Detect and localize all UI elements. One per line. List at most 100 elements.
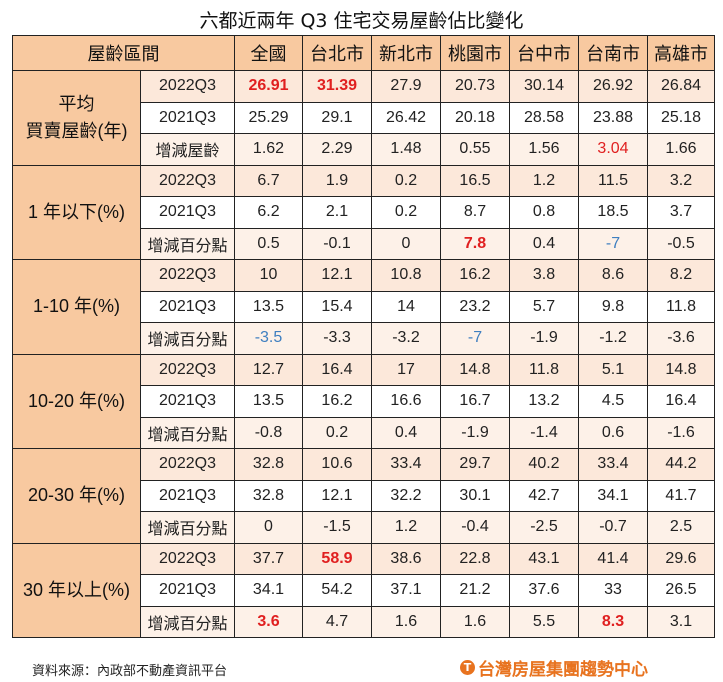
- value-cell: 10: [234, 259, 303, 292]
- value-cell: -0.8: [234, 416, 303, 449]
- group-label: 平均 買賣屋齡(年): [12, 70, 141, 166]
- value-cell: 23.88: [578, 101, 648, 134]
- row-label: 2022Q3: [140, 542, 235, 575]
- group-label: 20-30 年(%): [12, 448, 141, 544]
- value-cell: 16.2: [440, 259, 510, 292]
- header-column: 全國: [234, 35, 303, 71]
- value-cell: 37.1: [371, 574, 441, 607]
- value-cell: -1.4: [509, 416, 579, 449]
- row-label: 2022Q3: [140, 164, 235, 197]
- value-cell: 42.7: [509, 479, 579, 512]
- value-cell: 2.29: [302, 133, 372, 166]
- value-cell: 3.04: [578, 133, 648, 166]
- value-cell: 11.8: [509, 353, 579, 386]
- value-cell: 14.8: [647, 353, 715, 386]
- value-cell: 13.5: [234, 290, 303, 323]
- header-column: 台北市: [302, 35, 372, 71]
- value-cell: 12.1: [302, 479, 372, 512]
- value-cell: 1.48: [371, 133, 441, 166]
- table-row: 20-30 年(%) 2022Q3 32.8 10.6 33.4 29.7 40.2 33.4…: [12, 448, 715, 544]
- row-label: 2021Q3: [140, 385, 235, 418]
- value-cell: 20.18: [440, 101, 510, 134]
- value-cell: 12.1: [302, 259, 372, 292]
- table-row: 1 年以下(%) 2022Q3 6.7 1.9 0.2 16.5 1.2 11.5 3.2: [12, 164, 715, 260]
- value-cell: 1.2: [371, 511, 441, 544]
- value-cell: 10.6: [302, 448, 372, 481]
- table-row: 增減百分點 3.6 4.7 1.6 1.6 5.5 8.3 3.1: [13, 605, 715, 638]
- value-cell: 8.7: [440, 196, 510, 229]
- value-cell: 34.1: [234, 574, 303, 607]
- table-row: 10-20 年(%) 2022Q3 12.7 16.4 17 14.8 11.8 5.1 14.…: [12, 353, 715, 449]
- value-cell: -3.5: [234, 322, 303, 355]
- table-row: 30 年以上(%) 2022Q3 37.7 58.9 38.6 22.8 43.1 41.4 2…: [12, 542, 715, 638]
- value-cell: 1.6: [440, 605, 510, 638]
- value-cell: 21.2: [440, 574, 510, 607]
- row-label: 增減百分點: [140, 227, 235, 260]
- group-label: 30 年以上(%): [12, 542, 141, 638]
- value-cell: 11.8: [647, 290, 715, 323]
- row-label: 增減百分點: [140, 416, 235, 449]
- value-cell: 0: [371, 227, 441, 260]
- value-cell: 9.8: [578, 290, 648, 323]
- row-label: 增減百分點: [140, 322, 235, 355]
- value-cell: -0.5: [647, 227, 715, 260]
- value-cell: 26.84: [647, 70, 715, 103]
- value-cell: 1.6: [371, 605, 441, 638]
- value-cell: 0.55: [440, 133, 510, 166]
- group-label: 10-20 年(%): [12, 353, 141, 449]
- value-cell: 8.6: [578, 259, 648, 292]
- value-cell: 26.5: [647, 574, 715, 607]
- table-row: 2021Q3 6.2 2.1 0.2 8.7 0.8 18.5 3.7: [13, 196, 715, 229]
- value-cell: 5.1: [578, 353, 648, 386]
- value-cell: 16.4: [302, 353, 372, 386]
- value-cell: 33: [578, 574, 648, 607]
- value-cell: -0.1: [302, 227, 372, 260]
- value-cell: 33.4: [578, 448, 648, 481]
- value-cell: 1.9: [302, 164, 372, 197]
- row-label: 2022Q3: [140, 259, 235, 292]
- value-cell: 26.92: [578, 70, 648, 103]
- value-cell: 16.5: [440, 164, 510, 197]
- value-cell: 43.1: [509, 542, 579, 575]
- value-cell: 0.2: [371, 164, 441, 197]
- value-cell: 8.3: [578, 605, 648, 638]
- table-row: 增減百分點 -3.5 -3.3 -3.2 -7 -1.9 -1.2 -3.6: [13, 322, 715, 355]
- value-cell: 40.2: [509, 448, 579, 481]
- value-cell: 44.2: [647, 448, 715, 481]
- logo-icon: T: [460, 660, 475, 675]
- value-cell: 25.29: [234, 101, 303, 134]
- value-cell: 28.58: [509, 101, 579, 134]
- header-row: 屋齡區間 全國 台北市 新北市 桃園市 台中市 台南市 高雄市: [12, 35, 715, 71]
- group-label: 1-10 年(%): [12, 259, 141, 355]
- value-cell: 2.1: [302, 196, 372, 229]
- value-cell: -3.2: [371, 322, 441, 355]
- table-row: 2021Q3 25.29 29.1 26.42 20.18 28.58 23.88 25.18: [13, 101, 715, 134]
- value-cell: 4.5: [578, 385, 648, 418]
- value-cell: 12.7: [234, 353, 303, 386]
- header-range: 屋齡區間: [12, 35, 235, 71]
- table-row: 2021Q3 13.5 16.2 16.6 16.7 13.2 4.5 16.4: [13, 385, 715, 418]
- value-cell: -0.7: [578, 511, 648, 544]
- value-cell: 3.6: [234, 605, 303, 638]
- source-note: 資料來源：內政部不動產資訊平台: [32, 664, 228, 679]
- logo-text: 台灣房屋集團趨勢中心: [478, 660, 648, 680]
- value-cell: 34.1: [578, 479, 648, 512]
- value-cell: 3.1: [647, 605, 715, 638]
- table-row: 增減百分點 -0.8 0.2 0.4 -1.9 -1.4 0.6 -1.6: [13, 416, 715, 449]
- value-cell: 13.2: [509, 385, 579, 418]
- value-cell: 1.56: [509, 133, 579, 166]
- value-cell: 11.5: [578, 164, 648, 197]
- table-row: 增減百分點 0.5 -0.1 0 7.8 0.4 -7 -0.5: [13, 227, 715, 260]
- value-cell: 26.42: [371, 101, 441, 134]
- table-row: 2021Q3 32.8 12.1 32.2 30.1 42.7 34.1 41.7: [13, 479, 715, 512]
- row-label: 2021Q3: [140, 101, 235, 134]
- value-cell: 17: [371, 353, 441, 386]
- row-label: 2021Q3: [140, 290, 235, 323]
- table-row: 2021Q3 34.1 54.2 37.1 21.2 37.6 33 26.5: [13, 574, 715, 607]
- value-cell: 5.7: [509, 290, 579, 323]
- header-column: 桃園市: [440, 35, 510, 71]
- value-cell: 0.4: [371, 416, 441, 449]
- value-cell: 26.91: [234, 70, 303, 103]
- value-cell: 6.7: [234, 164, 303, 197]
- value-cell: 29.1: [302, 101, 372, 134]
